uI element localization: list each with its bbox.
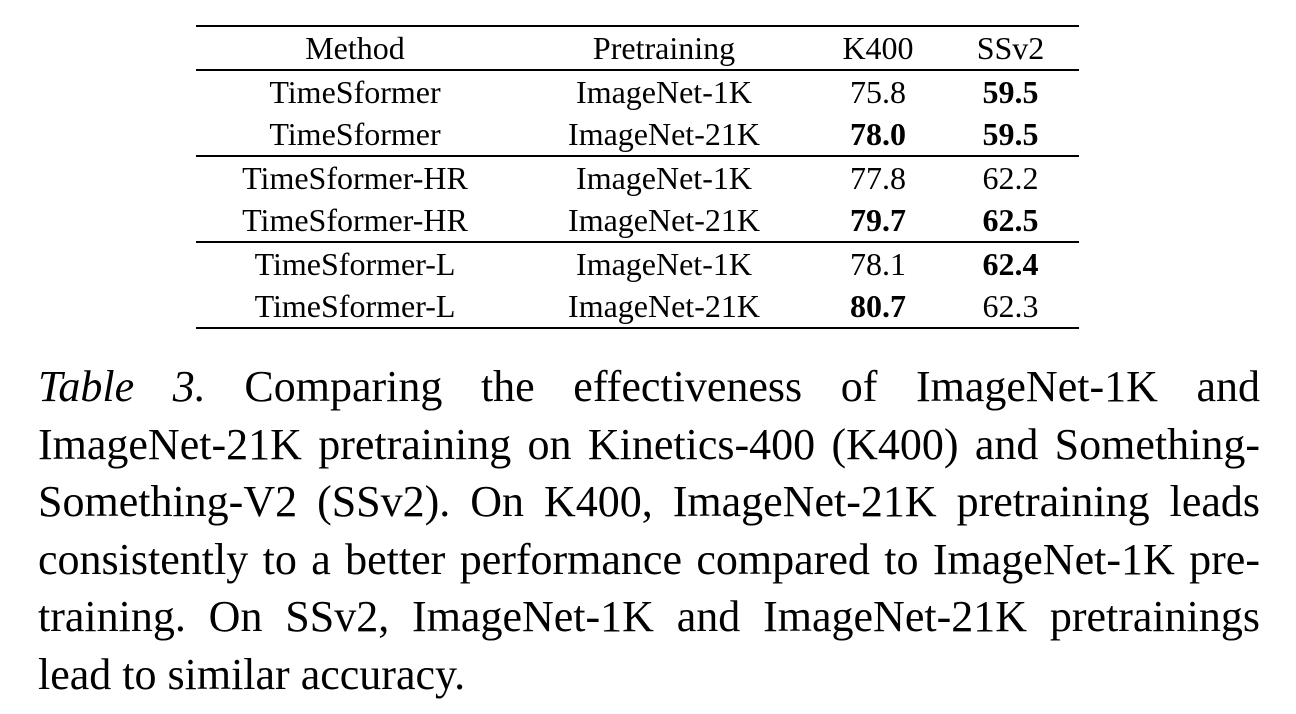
caption-text: Comparing the effectiveness of ImageNet-… — [38, 362, 1260, 699]
cell-ssv2: 62.2 — [982, 160, 1039, 196]
cell-method: TimeSformer — [269, 116, 441, 152]
table-header-row: Method Pretraining K400 SSv2 — [196, 26, 1079, 70]
cell-method: TimeSformer — [269, 74, 441, 110]
cell-method: TimeSformer-L — [254, 288, 456, 324]
cell-k400: 80.7 — [850, 288, 906, 324]
cell-pretraining: ImageNet-21K — [568, 288, 760, 324]
table-row: TimeSformer-HR ImageNet-1K 77.8 62.2 — [196, 156, 1079, 199]
header-pretraining: Pretraining — [592, 30, 736, 66]
table-caption: Table 3. Comparing the effectiveness of … — [38, 358, 1260, 703]
header-method: Method — [305, 30, 405, 66]
cell-method: TimeSformer-HR — [242, 202, 468, 238]
cell-ssv2: 62.5 — [982, 202, 1039, 238]
cell-method: TimeSformer-HR — [242, 160, 468, 196]
cell-pretraining: ImageNet-1K — [576, 74, 752, 110]
cell-ssv2: 62.3 — [982, 288, 1039, 324]
cell-k400: 79.7 — [850, 202, 906, 238]
cell-k400: 78.0 — [850, 116, 906, 152]
header-k400: K400 — [842, 30, 914, 66]
results-table: Method Pretraining K400 SSv2 TimeSformer… — [196, 25, 1079, 329]
cell-pretraining: ImageNet-1K — [576, 160, 752, 196]
table-row: TimeSformer-L ImageNet-1K 78.1 62.4 — [196, 242, 1079, 285]
table-row: TimeSformer-L ImageNet-21K 80.7 62.3 — [196, 285, 1079, 328]
cell-k400: 77.8 — [850, 160, 906, 196]
cell-ssv2: 59.5 — [982, 116, 1039, 152]
cell-pretraining: ImageNet-1K — [576, 246, 752, 282]
cell-method: TimeSformer-L — [254, 246, 456, 282]
results-table-container: Method Pretraining K400 SSv2 TimeSformer… — [196, 25, 1079, 329]
cell-k400: 75.8 — [850, 74, 906, 110]
cell-pretraining: ImageNet-21K — [568, 116, 760, 152]
table-row: TimeSformer ImageNet-21K 78.0 59.5 — [196, 113, 1079, 156]
table-row: TimeSformer-HR ImageNet-21K 79.7 62.5 — [196, 199, 1079, 242]
cell-ssv2: 59.5 — [982, 74, 1039, 110]
cell-pretraining: ImageNet-21K — [568, 202, 760, 238]
header-ssv2: SSv2 — [976, 30, 1045, 66]
table-row: TimeSformer ImageNet-1K 75.8 59.5 — [196, 70, 1079, 113]
cell-k400: 78.1 — [850, 246, 906, 282]
caption-label: Table 3. — [38, 362, 206, 411]
cell-ssv2: 62.4 — [982, 246, 1039, 282]
